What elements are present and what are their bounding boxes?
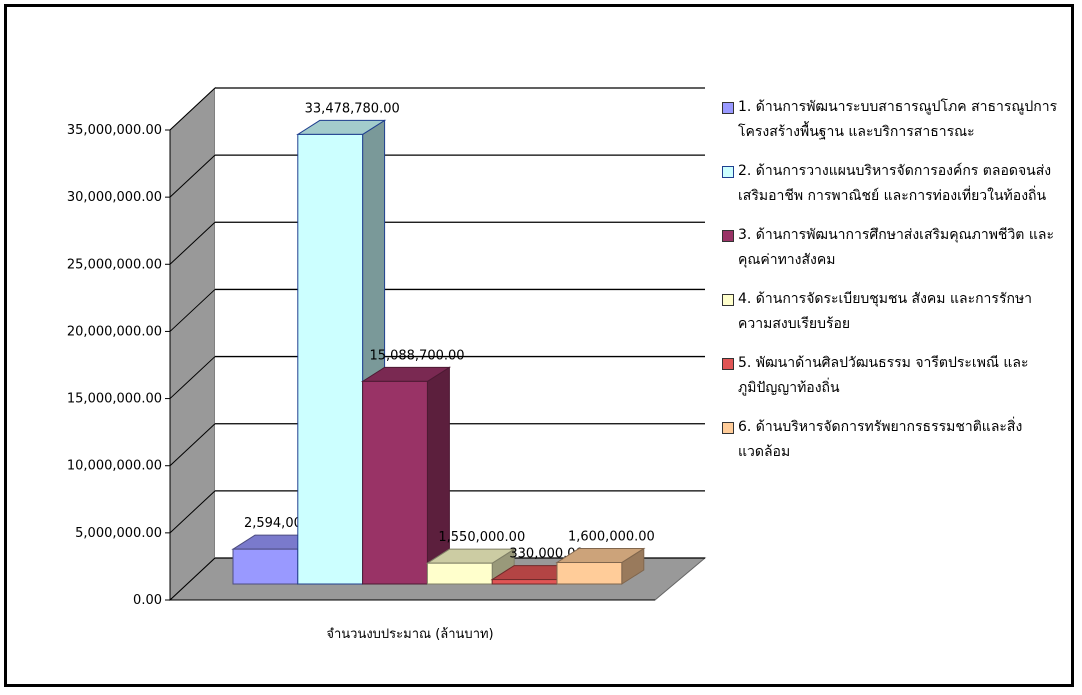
bar — [362, 380, 428, 585]
y-tick-label: 20,000,000.00 — [67, 324, 162, 339]
grid-line — [169, 221, 216, 265]
value-label: 33,478,780.00 — [305, 101, 400, 116]
legend-label: 2. ด้านการวางแผนบริหารจัดการองค์กร ตลอดจ… — [738, 163, 1052, 204]
legend-swatch — [722, 294, 734, 306]
bar — [297, 133, 364, 585]
legend-item: 3. ด้านการพัฒนาการศึกษาส่งเสริมคุณภาพชีว… — [722, 223, 1062, 273]
back-wall — [215, 88, 705, 558]
value-label: 1,600,000.00 — [568, 530, 655, 545]
legend-swatch — [722, 358, 734, 370]
y-tick-label: 0.00 — [133, 593, 162, 608]
legend-label: 3. ด้านการพัฒนาการศึกษาส่งเสริมคุณภาพชีว… — [738, 227, 1054, 268]
y-tick-label: 15,000,000.00 — [67, 392, 162, 407]
legend-swatch — [722, 166, 734, 178]
y-tick-label: 25,000,000.00 — [67, 257, 162, 272]
grid-line — [169, 289, 216, 332]
legend-label: 5. พัฒนาด้านศิลปวัฒนธรรม จารีตประเพณี แล… — [738, 355, 1029, 396]
value-label: 15,088,700.00 — [369, 348, 464, 363]
x-tick-label: จำนวนงบประมาณ (ล้านบาท) — [326, 627, 493, 642]
value-label: 1,550,000.00 — [438, 530, 525, 545]
y-tick-label: 30,000,000.00 — [67, 190, 162, 205]
legend-item: 6. ด้านบริหารจัดการทรัพยากรธรรมชาติและสิ… — [722, 415, 1062, 465]
grid-line — [169, 356, 216, 399]
legend-swatch — [722, 102, 734, 114]
y-tick-label: 10,000,000.00 — [67, 459, 162, 474]
legend-item: 2. ด้านการวางแผนบริหารจัดการองค์กร ตลอดจ… — [722, 159, 1062, 209]
bar — [556, 562, 623, 585]
y-tick-label: 5,000,000.00 — [75, 526, 162, 541]
grid-line — [169, 154, 216, 198]
legend-label: 6. ด้านบริหารจัดการทรัพยากรธรรมชาติและสิ… — [738, 419, 1023, 460]
legend-item: 5. พัฒนาด้านศิลปวัฒนธรรม จารีตประเพณี แล… — [722, 351, 1062, 401]
left-wall — [169, 86, 216, 602]
legend-swatch — [722, 230, 734, 242]
legend-item: 1. ด้านการพัฒนาระบบสาธารณูปโภค สาธารณูปก… — [722, 95, 1062, 145]
legend: 1. ด้านการพัฒนาระบบสาธารณูปโภค สาธารณูปก… — [722, 95, 1062, 479]
legend-item: 4. ด้านการจัดระเบียบชุมชน สังคม และการรั… — [722, 287, 1062, 337]
legend-label: 1. ด้านการพัฒนาระบบสาธารณูปโภค สาธารณูปก… — [738, 99, 1058, 140]
y-tick-label: 35,000,000.00 — [67, 123, 162, 138]
frame — [4, 4, 1074, 687]
bar — [426, 562, 493, 585]
legend-label: 4. ด้านการจัดระเบียบชุมชน สังคม และการรั… — [738, 291, 1033, 332]
grid-line — [169, 423, 216, 467]
grid-line — [169, 87, 216, 131]
bar — [491, 579, 558, 585]
grid-line — [169, 490, 216, 534]
legend-swatch — [722, 422, 734, 434]
grid-line — [169, 557, 216, 601]
bar — [232, 548, 299, 585]
